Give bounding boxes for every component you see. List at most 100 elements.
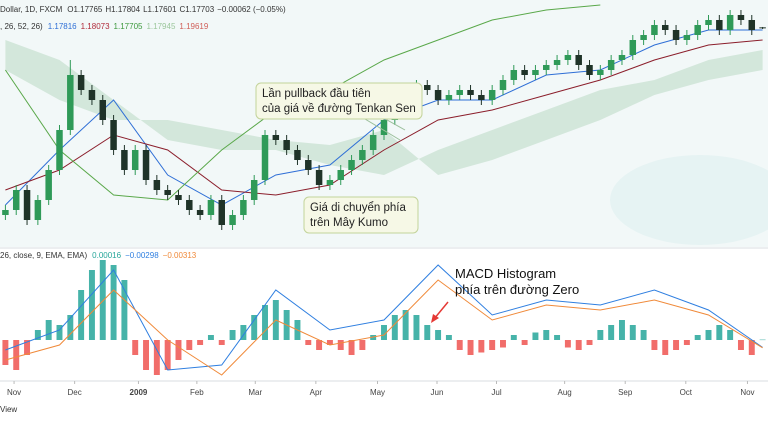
histogram-bar xyxy=(381,325,387,340)
candle-body xyxy=(272,135,280,140)
x-tick-label: Jul xyxy=(491,388,501,397)
indicator-line: , 26, 52, 26) 1.17816 1.18073 1.17705 1.1794… xyxy=(0,22,209,31)
candle-body xyxy=(564,55,572,60)
histogram-bar xyxy=(521,340,528,345)
histogram-bar xyxy=(608,325,615,340)
candle-body xyxy=(315,170,323,185)
annotation-text: Lần pullback đầu tiên xyxy=(262,88,371,100)
histogram-bar xyxy=(164,340,171,370)
candle-body xyxy=(575,55,582,65)
candle-body xyxy=(607,60,615,70)
histogram-bar xyxy=(748,340,755,355)
candle-body xyxy=(424,85,431,90)
histogram-bar xyxy=(88,270,95,340)
histogram-bar xyxy=(56,325,63,340)
histogram-bar xyxy=(229,330,236,340)
candle-body xyxy=(759,27,766,29)
annotation-text: MACD Histogram xyxy=(455,266,556,281)
pointer xyxy=(359,115,401,141)
histogram-bar xyxy=(121,280,128,340)
candle-body xyxy=(532,70,539,75)
x-tick-label: Nov xyxy=(740,388,754,397)
histogram-bar xyxy=(586,340,593,345)
candle-body xyxy=(359,150,366,160)
candle-body xyxy=(164,190,171,195)
candle-body xyxy=(737,15,745,20)
x-tick-label: Jun xyxy=(431,388,444,397)
histogram-bar xyxy=(24,340,31,355)
annotation: Giá di chuyển phía trên Mây Kumo xyxy=(303,196,419,234)
candle-body xyxy=(629,40,637,55)
candle-body xyxy=(12,190,20,210)
candle-body xyxy=(456,90,463,95)
histogram-bar xyxy=(651,340,658,350)
candle-body xyxy=(705,20,712,25)
histogram-bar xyxy=(413,315,420,340)
histogram-bar xyxy=(316,340,323,350)
histogram-bar xyxy=(110,265,117,340)
candle-body xyxy=(510,70,518,80)
histogram-bar xyxy=(705,330,712,340)
annotation-text: của giá về đường Tenkan Sen xyxy=(262,103,416,115)
candle-body xyxy=(434,90,442,100)
candle-body xyxy=(337,170,344,180)
indicator-line xyxy=(5,39,763,196)
candle-body xyxy=(131,150,139,170)
histogram-bar xyxy=(510,335,517,340)
annotation-text: trên Mây Kumo xyxy=(310,217,388,229)
candle-body xyxy=(218,200,225,225)
histogram-bar xyxy=(683,340,690,345)
candle-body xyxy=(326,180,334,185)
candle-body xyxy=(45,170,52,200)
histogram-bar xyxy=(197,340,204,345)
x-tick-label: Mar xyxy=(248,388,262,397)
histogram-bar xyxy=(402,310,409,340)
ohlc: C1.17703 xyxy=(179,5,214,14)
histogram-bar xyxy=(348,340,355,355)
x-tick-label: Dec xyxy=(68,388,82,397)
candle-body xyxy=(142,150,150,180)
histogram-bar xyxy=(727,330,734,340)
histogram-bar xyxy=(2,340,9,365)
candle-body xyxy=(651,25,658,35)
x-tick-label: 2009 xyxy=(130,388,148,397)
candle-body xyxy=(683,35,691,40)
histogram-bar xyxy=(153,340,160,375)
x-tick-label: Apr xyxy=(310,388,323,397)
histogram-bar xyxy=(67,315,74,340)
candle-body xyxy=(240,200,247,215)
histogram-bar xyxy=(251,315,258,340)
histogram-bar xyxy=(391,315,398,340)
histogram-bar xyxy=(456,340,463,350)
histogram-bar xyxy=(13,340,20,370)
histogram-bar xyxy=(673,340,680,350)
candle-body xyxy=(488,90,496,100)
candle-body xyxy=(186,200,193,210)
candle-body xyxy=(380,120,388,135)
arrow-head xyxy=(431,314,439,323)
candle-body xyxy=(56,130,63,170)
histogram-bar xyxy=(629,325,636,340)
histogram-bar xyxy=(218,340,225,345)
annotation-box xyxy=(303,196,419,234)
histogram-bar xyxy=(500,340,506,348)
histogram-bar xyxy=(575,340,582,350)
x-tick-label: Feb xyxy=(190,388,204,397)
candle-body xyxy=(597,70,604,75)
histogram-bar xyxy=(597,330,604,340)
value: 1.17816 xyxy=(48,22,77,31)
histogram-bar xyxy=(435,330,442,340)
candle-body xyxy=(175,195,182,200)
histogram-bar xyxy=(305,340,312,345)
histogram-bar xyxy=(467,340,474,355)
value: 1.17705 xyxy=(114,22,143,31)
histogram-bar xyxy=(759,339,766,341)
candle-body xyxy=(153,180,161,190)
candle-body xyxy=(2,210,9,215)
candle-body xyxy=(110,120,117,150)
candle-body xyxy=(543,65,550,70)
histogram-bar xyxy=(359,340,366,350)
macd-line: 26, close, 9, EMA, EMA) 0.00016 −0.00298 −0… xyxy=(0,251,197,260)
x-tick-label: Sep xyxy=(618,388,633,397)
candle-body xyxy=(618,55,626,60)
